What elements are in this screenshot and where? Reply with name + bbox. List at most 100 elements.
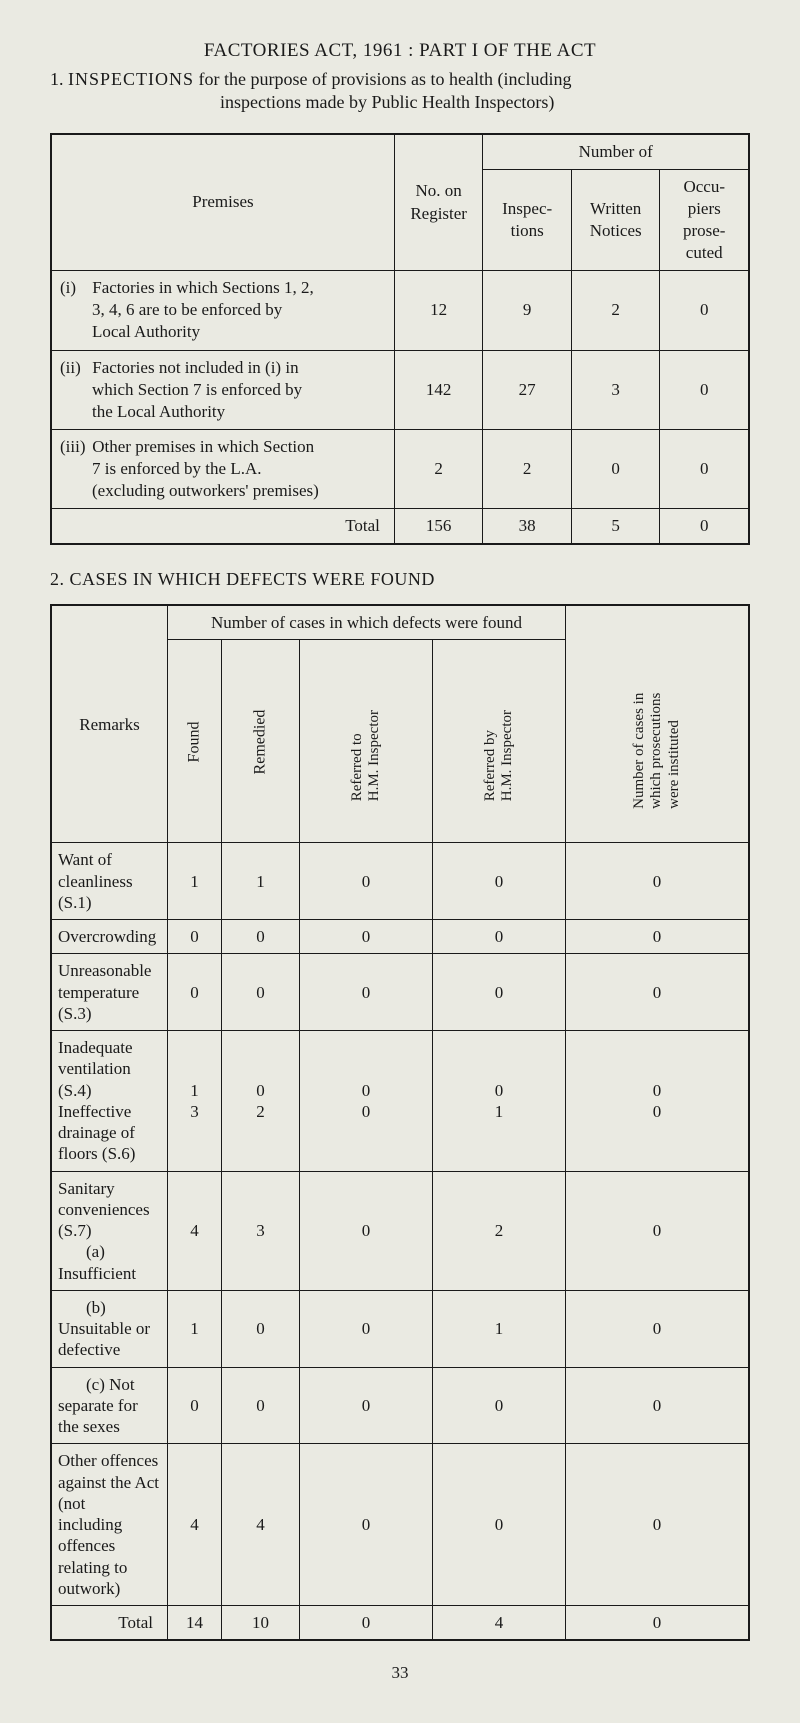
- cell: 0: [222, 1290, 300, 1367]
- cell: 2: [256, 1102, 265, 1121]
- cell-written: 2: [571, 271, 660, 350]
- cell: 3: [190, 1102, 199, 1121]
- th-occ-l4: cuted: [686, 243, 723, 262]
- row-label: Inadequate ventilation (S.4): [58, 1038, 133, 1100]
- cell-insp: 2: [483, 429, 572, 508]
- cell: 0: [565, 954, 749, 1031]
- th-written: Written Notices: [571, 169, 660, 270]
- row-text: Other premises in which Section: [92, 437, 314, 456]
- cell: 0: [299, 843, 432, 920]
- th-rby-l1: Referred by: [482, 730, 498, 801]
- cell: 0: [362, 1102, 371, 1121]
- row-text: Factories not included in (i) in: [92, 358, 298, 377]
- cell-written: 3: [571, 350, 660, 429]
- cell: 0: [565, 1171, 749, 1290]
- th-rto-l1: Referred to: [349, 734, 365, 802]
- cell: 0: [167, 920, 221, 954]
- cell: 0: [299, 920, 432, 954]
- th-rto-l2: H.M. Inspector: [366, 710, 382, 801]
- cell: 2: [432, 1171, 565, 1290]
- row-text: 3, 4, 6 are to be enforced by: [92, 300, 282, 319]
- th-register: No. on Register: [394, 134, 483, 271]
- th-insp-l2: tions: [511, 221, 544, 240]
- cell: 0: [299, 1444, 432, 1606]
- page-number: 33: [50, 1663, 750, 1683]
- th-premises: Premises: [51, 134, 394, 271]
- total-label: Total: [51, 1606, 167, 1641]
- th-pr-l3: were instituted: [666, 721, 682, 810]
- cell: 1: [190, 1081, 199, 1100]
- total-occ: 0: [660, 509, 749, 545]
- th-found-txt: Found: [185, 722, 205, 763]
- table-row: (i) Factories in which Sections 1, 2, 3,…: [51, 271, 749, 350]
- th-referred-by: Referred by H.M. Inspector: [432, 640, 565, 843]
- th-top-header: Number of cases in which defects were fo…: [167, 605, 565, 640]
- cell: 0: [565, 1367, 749, 1444]
- table-row: (c) Not separate for the sexes 0 0 0 0 0: [51, 1367, 749, 1444]
- row-roman: (iii): [60, 436, 88, 458]
- cell-insp: 9: [483, 271, 572, 350]
- cell-register: 12: [394, 271, 483, 350]
- total-label: Total: [51, 509, 394, 545]
- intro-paragraph: 1. INSPECTIONS for the purpose of provis…: [50, 68, 750, 115]
- row-label: Overcrowding: [51, 920, 167, 954]
- table-row: (ii) Factories not included in (i) in wh…: [51, 350, 749, 429]
- total-written: 5: [571, 509, 660, 545]
- cell: 1: [432, 1290, 565, 1367]
- row-roman: (i): [60, 277, 88, 299]
- page-title: FACTORIES ACT, 1961 : PART I OF THE ACT: [50, 40, 750, 62]
- th-prosecutions: Number of cases in which prosecutions we…: [565, 605, 749, 843]
- row-label: (b) Unsuitable or defective: [58, 1298, 150, 1360]
- cell: 0: [565, 1444, 749, 1606]
- cell: 0: [432, 1444, 565, 1606]
- cell: 0: [432, 920, 565, 954]
- th-register-l2: Register: [410, 204, 467, 223]
- table-row: Unreasonable temperature (S.3) 0 0 0 0 0: [51, 954, 749, 1031]
- cell-register: 142: [394, 350, 483, 429]
- th-rby-l2: H.M. Inspector: [499, 710, 515, 801]
- th-written-l2: Notices: [590, 221, 642, 240]
- cell: 0: [495, 1081, 504, 1100]
- cell: 4: [167, 1171, 221, 1290]
- th-insp-l1: Inspec-: [502, 199, 552, 218]
- table-total-row: Total 156 38 5 0: [51, 509, 749, 545]
- total-cell: 10: [222, 1606, 300, 1641]
- th-occupiers: Occu- piers prose- cuted: [660, 169, 749, 270]
- cell-occ: 0: [660, 429, 749, 508]
- table-row: (b) Unsuitable or defective 1 0 0 1 0: [51, 1290, 749, 1367]
- row-text: (excluding outworkers' premises): [92, 481, 319, 500]
- cell: 0: [222, 954, 300, 1031]
- total-cell: 0: [565, 1606, 749, 1641]
- cell-occ: 0: [660, 271, 749, 350]
- th-referred-to: Referred to H.M. Inspector: [299, 640, 432, 843]
- row-roman: (ii): [60, 357, 88, 379]
- cell: 0: [565, 920, 749, 954]
- row-heading: Sanitary conveniences (S.7): [58, 1179, 150, 1241]
- th-occ-l2: piers: [688, 199, 721, 218]
- th-remedied: Remedied: [222, 640, 300, 843]
- th-found: Found: [167, 640, 221, 843]
- th-pr-l1: Number of cases in: [631, 693, 647, 809]
- total-cell: 0: [299, 1606, 432, 1641]
- intro-label: INSPECTIONS: [68, 69, 194, 89]
- row-label: (a) Insufficient: [58, 1242, 136, 1282]
- row-text: Local Authority: [92, 322, 200, 341]
- table-row: Other offences against the Act (not incl…: [51, 1444, 749, 1606]
- cell: 0: [222, 920, 300, 954]
- cell-written: 0: [571, 429, 660, 508]
- th-number-of: Number of: [483, 134, 749, 170]
- row-label: including offences relating to outwork): [58, 1515, 127, 1598]
- th-inspections: Inspec- tions: [483, 169, 572, 270]
- th-written-l1: Written: [590, 199, 641, 218]
- row-label: Ineffective drainage of floors (S.6): [58, 1102, 135, 1164]
- cell: 4: [167, 1444, 221, 1606]
- cell: 0: [167, 1367, 221, 1444]
- cell: 0: [653, 1081, 662, 1100]
- row-label: Want of cleanliness (S.1): [51, 843, 167, 920]
- cell: 0: [299, 1171, 432, 1290]
- th-pr-l2: which prosecutions: [648, 693, 664, 809]
- row-label: Other offences against the Act (not: [58, 1451, 159, 1513]
- table-row: Want of cleanliness (S.1) 1 1 0 0 0: [51, 843, 749, 920]
- table-row: (iii) Other premises in which Section 7 …: [51, 429, 749, 508]
- table-total-row: Total 14 10 0 4 0: [51, 1606, 749, 1641]
